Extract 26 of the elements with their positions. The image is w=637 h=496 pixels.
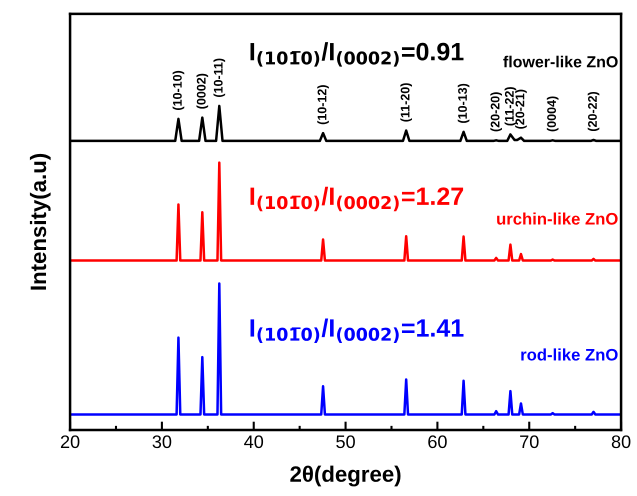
annotation: (0004) — [546, 96, 558, 132]
annotation: (0002) — [196, 74, 208, 109]
annotation: (10-10) — [172, 70, 184, 110]
annotation: (11-20) — [400, 83, 412, 122]
annotation: (10-12) — [317, 85, 329, 124]
text: I$_{(101̅0)}$/I$_{(0002)}$=0.91 — [250, 42, 464, 67]
x-tick-label: 50 — [336, 435, 355, 448]
x-tick-label: 40 — [244, 435, 264, 448]
annotation: (11-22) — [504, 87, 516, 126]
annotation: I$_{(101̅0)}$/I$_{(0002)}$=1.27 — [250, 186, 464, 212]
annotation: I$_{(101̅0)}$/I$_{(0002)}$=1.41 — [250, 318, 464, 343]
series-label: urchin-like ZnO — [497, 212, 618, 225]
series-label: rod-like ZnO — [521, 348, 618, 361]
text: flower-like ZnO — [503, 56, 618, 68]
x-tick-label: 80 — [612, 435, 630, 448]
x-tick-label: 30 — [152, 435, 172, 448]
annotation: (20-20) — [490, 92, 502, 132]
annotation: (10-11) — [213, 58, 226, 97]
annotation: (20-22) — [588, 92, 600, 132]
x-tick-label: 20 — [60, 435, 80, 448]
annotation: (10-13) — [458, 84, 470, 123]
x-tick-label: 60 — [428, 435, 447, 448]
y-axis-title: Intensity(a.u) — [30, 154, 51, 290]
x-tick-label: 70 — [520, 435, 539, 448]
annotation: (20-21) — [515, 90, 527, 129]
x-axis-title: 2θ(degree) — [290, 466, 400, 486]
